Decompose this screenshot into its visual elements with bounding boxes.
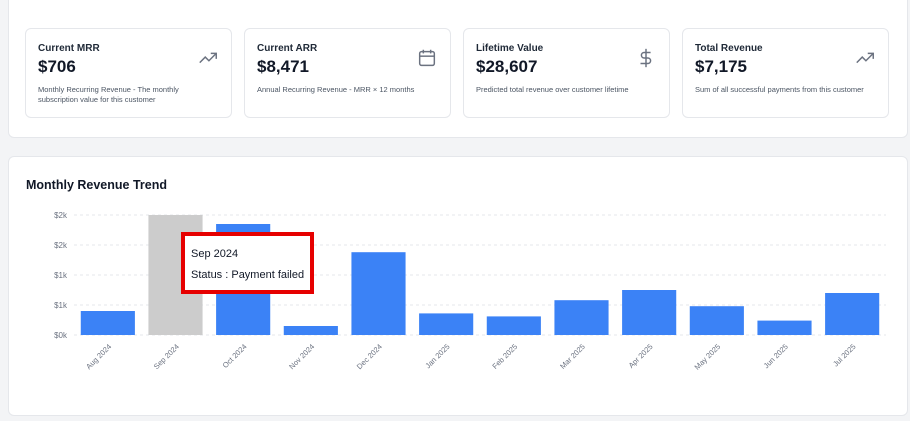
chart-title: Monthly Revenue Trend [26, 178, 167, 192]
metric-description: Annual Recurring Revenue - MRR × 12 mont… [257, 85, 415, 94]
x-tick-label: Apr 2025 [627, 342, 655, 370]
x-tick-label: Feb 2025 [490, 342, 519, 371]
bar [283, 326, 338, 335]
metric-label: Lifetime Value [476, 43, 544, 54]
metric-value: $706 [38, 57, 76, 76]
metric-value: $8,471 [257, 57, 309, 76]
x-tick-label: Sep 2024 [152, 342, 181, 371]
x-tick-label: Dec 2024 [355, 342, 384, 371]
bar [419, 313, 474, 335]
calendar-icon [418, 49, 436, 67]
metric-description: Predicted total revenue over customer li… [476, 85, 629, 94]
metric-label: Current MRR [38, 43, 100, 54]
metric-card-current-mrr: Current MRR $706 Monthly Recurring Reven… [25, 28, 232, 118]
metric-description: Monthly Recurring Revenue - The monthly … [38, 85, 179, 104]
y-tick-label: $1k [54, 301, 68, 310]
metric-label: Current ARR [257, 43, 318, 54]
bar [80, 311, 135, 335]
revenue-trend-panel: Monthly Revenue Trend $0k $1k $1k $2k $2k Aug… [8, 156, 908, 416]
metric-card-lifetime-value: Lifetime Value $28,607 Predicted total r… [463, 28, 670, 118]
bar [689, 306, 744, 335]
x-tick-label: Jul 2025 [831, 342, 857, 368]
revenue-bar-chart: $0k $1k $1k $2k $2k Aug 2024 Sep 2024 Oct 2024 N… [54, 211, 886, 372]
y-tick-label: $0k [54, 331, 68, 340]
x-tick-label: Mar 2025 [558, 342, 587, 371]
y-tick-label: $1k [54, 271, 68, 280]
x-tick-label: Aug 2024 [84, 342, 113, 371]
x-tick-label: May 2025 [693, 342, 723, 372]
trending-up-icon [856, 52, 874, 64]
bar [825, 293, 880, 335]
y-tick-label: $2k [54, 211, 68, 220]
bar [757, 320, 812, 335]
tooltip-month: Sep 2024 [191, 248, 239, 260]
metric-description: Sum of all successful payments from this… [695, 85, 864, 94]
trending-up-icon [199, 52, 217, 64]
tooltip-status: Status : Payment failed [191, 269, 305, 281]
x-tick-label: Jun 2025 [762, 342, 790, 370]
metric-value: $7,175 [695, 57, 747, 76]
chart-tooltip: Sep 2024 Status : Payment failed [181, 232, 314, 294]
metric-label: Total Revenue [695, 43, 763, 54]
bar [486, 316, 541, 335]
bar [554, 300, 609, 335]
metric-card-total-revenue: Total Revenue $7,175 Sum of all successf… [682, 28, 889, 118]
x-tick-label: Nov 2024 [287, 342, 316, 371]
bar [622, 290, 677, 335]
x-tick-label: Jan 2025 [423, 342, 451, 370]
bar [351, 252, 406, 335]
metric-value: $28,607 [476, 57, 538, 76]
dollar-icon [640, 48, 652, 68]
y-tick-label: $2k [54, 241, 68, 250]
x-tick-label: Oct 2024 [221, 342, 249, 370]
metrics-panel: Current MRR $706 Monthly Recurring Reven… [8, 0, 908, 138]
metric-card-current-arr: Current ARR $8,471 Annual Recurring Reve… [244, 28, 451, 118]
